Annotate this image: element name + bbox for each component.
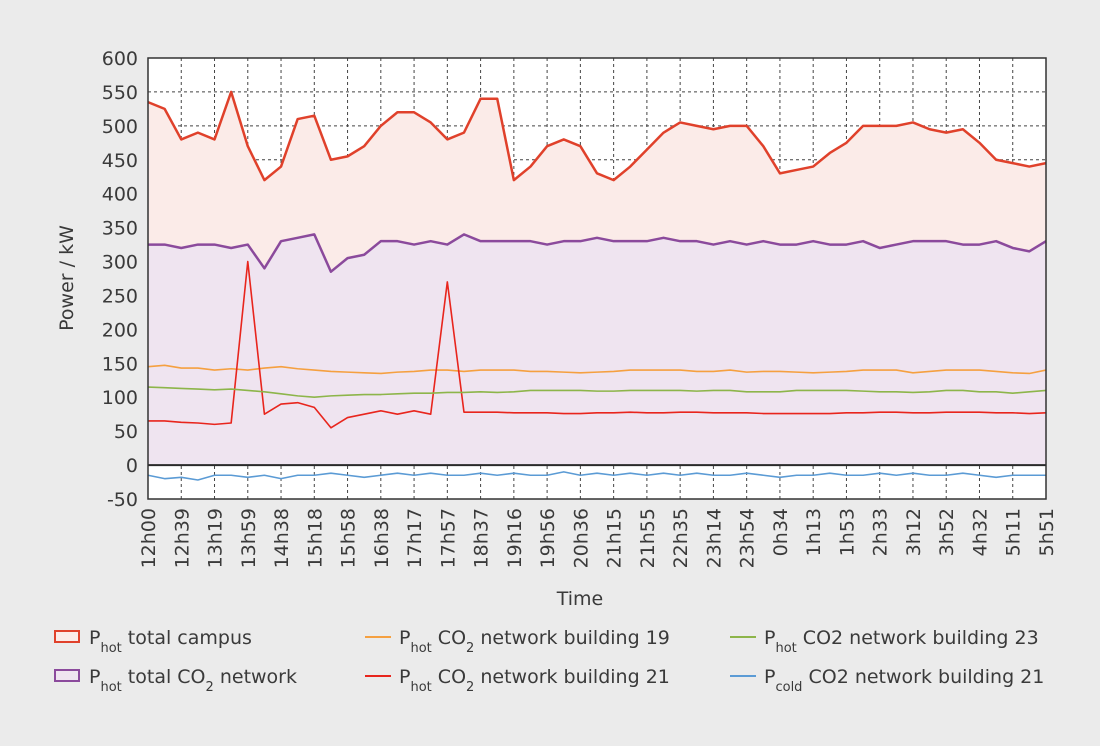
legend-label: Pcold CO2 network building 21 <box>764 666 1044 695</box>
y-tick-label: 200 <box>102 319 138 341</box>
x-tick-label: 21h55 <box>637 508 659 568</box>
legend-text-part: network <box>214 666 297 688</box>
x-tick-label: 3h12 <box>903 508 925 556</box>
series-line <box>147 471 1046 481</box>
legend-text-part: CO2 network building 21 <box>802 666 1044 688</box>
legend-text-part: hot <box>775 641 796 656</box>
y-tick-label: 350 <box>102 218 138 240</box>
legend-text-part: 2 <box>206 680 214 695</box>
x-tick-label: 18h37 <box>471 508 493 568</box>
x-tick-label: 12h00 <box>138 508 160 568</box>
legend-text-part: network building 21 <box>474 666 670 688</box>
legend-text-part: cold <box>775 680 802 695</box>
x-tick-label: 23h14 <box>703 508 725 568</box>
series-line <box>148 233 1047 273</box>
y-tick-label: 150 <box>102 353 138 375</box>
legend-text-part: CO2 network building 23 <box>797 627 1039 649</box>
x-tick-label: 23h54 <box>737 508 759 568</box>
y-tick-label: 300 <box>102 252 138 274</box>
x-tick-label: 1h53 <box>836 508 858 556</box>
x-tick-label: 17h17 <box>404 508 426 568</box>
legend-text-part: 2 <box>466 680 474 695</box>
legend-text-part: P <box>764 627 775 649</box>
x-tick-label: 19h56 <box>537 508 559 568</box>
x-tick-label: 5h11 <box>1003 508 1025 556</box>
legend-text-part: total CO <box>122 666 206 688</box>
x-tick-label: 15h58 <box>338 508 360 568</box>
x-tick-label: 4h32 <box>969 508 991 556</box>
x-tick-label: 14h38 <box>271 508 293 568</box>
y-tick-label: 100 <box>102 387 138 409</box>
legend-text-part: P <box>399 627 410 649</box>
legend-text-part: hot <box>100 680 121 695</box>
legend-label: Phot total CO2 network <box>89 666 297 695</box>
x-tick-label: 12h39 <box>171 508 193 568</box>
y-tick-label: 550 <box>102 82 138 104</box>
legend-swatch <box>54 630 80 643</box>
x-tick-label: 19h16 <box>504 508 526 568</box>
legend-label: Phot CO2 network building 23 <box>764 627 1039 656</box>
legend-text-part: hot <box>410 641 431 656</box>
legend-label: Phot CO2 network building 19 <box>399 627 670 656</box>
x-tick-label: 13h59 <box>238 508 260 568</box>
x-tick-label: 1h13 <box>803 508 825 556</box>
x-tick-label: 20h36 <box>570 508 592 568</box>
legend-text-part: hot <box>410 680 431 695</box>
legend-label: Phot total campus <box>89 627 252 656</box>
series-line <box>148 260 1047 429</box>
y-tick-label: 50 <box>114 421 138 443</box>
x-tick-label: 0h34 <box>770 508 792 556</box>
y-tick-label: 500 <box>102 116 138 138</box>
legend-text-part: CO <box>432 666 466 688</box>
x-tick-label: 22h35 <box>670 508 692 568</box>
legend-text-part: hot <box>100 641 121 656</box>
y-tick-label: 400 <box>102 184 138 206</box>
x-tick-label: 21h15 <box>604 508 626 568</box>
y-tick-label: 600 <box>102 48 138 70</box>
legend-swatch <box>54 669 80 682</box>
y-axis-label: Power / kW <box>56 225 78 331</box>
legend-text-part: P <box>89 627 100 649</box>
legend-text-part: P <box>399 666 410 688</box>
y-tick-label: 0 <box>126 455 138 477</box>
x-tick-label: 3h52 <box>936 508 958 556</box>
x-tick-label: 16h38 <box>371 508 393 568</box>
plot-border <box>147 57 1047 500</box>
x-tick-label: 5h51 <box>1036 508 1058 556</box>
x-axis-label: Time <box>556 588 604 610</box>
x-tick-label: 2h33 <box>870 508 892 556</box>
y-tick-label: 450 <box>102 150 138 172</box>
legend-label: Phot CO2 network building 21 <box>399 666 670 695</box>
legend-text-part: 2 <box>466 641 474 656</box>
area-fill <box>148 234 1046 466</box>
series-line <box>147 90 1047 182</box>
legend-text-part: total campus <box>122 627 252 649</box>
legend-text-part: CO <box>432 627 466 649</box>
x-tick-label: 15h18 <box>304 508 326 568</box>
y-tick-label: -50 <box>107 489 138 511</box>
x-tick-label: 13h19 <box>205 508 227 568</box>
series-line <box>147 364 1047 375</box>
legend-text-part: network building 19 <box>474 627 670 649</box>
x-tick-label: 17h57 <box>437 508 459 568</box>
y-tick-label: 250 <box>102 285 138 307</box>
legend-text-part: P <box>764 666 775 688</box>
legend-text-part: P <box>89 666 100 688</box>
series-line <box>147 386 1047 399</box>
